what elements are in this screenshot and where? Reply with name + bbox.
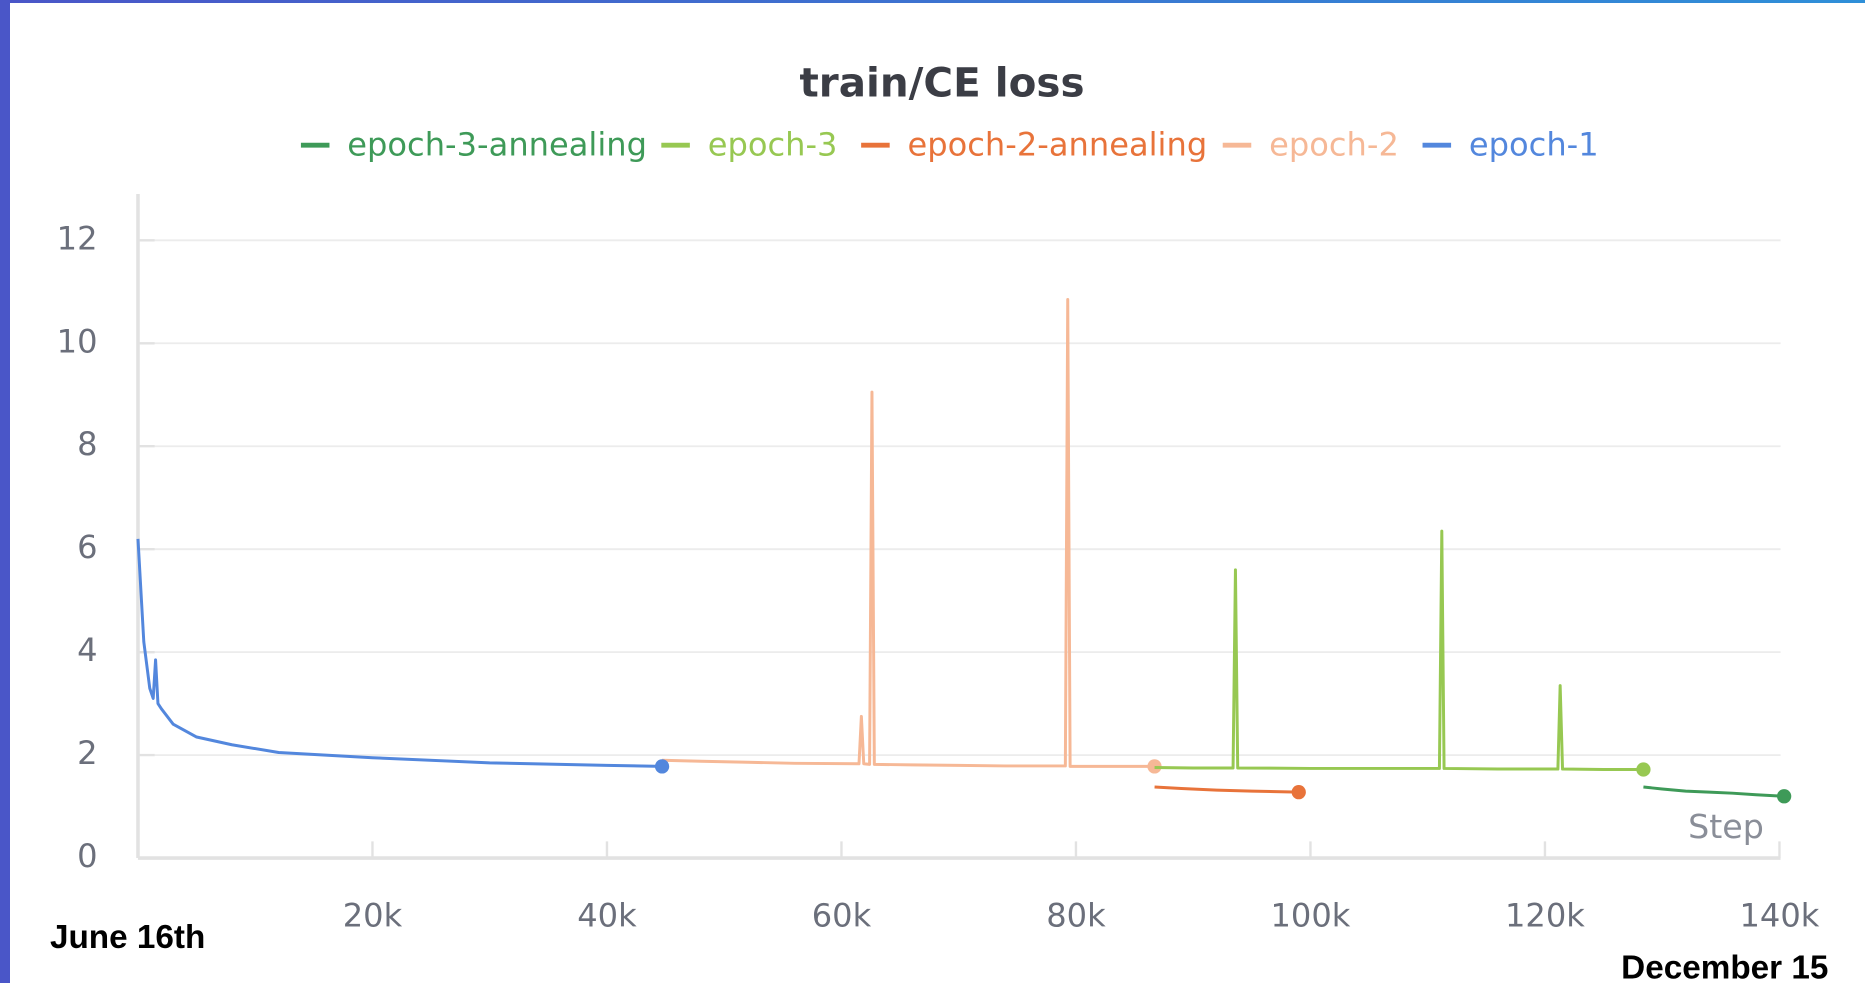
legend-label: epoch-1	[1469, 125, 1599, 163]
end-point	[654, 759, 670, 774]
panel	[10, 3, 1865, 983]
start-date: June 16th	[50, 919, 205, 956]
x-tick-label: 80k	[1046, 897, 1106, 935]
y-tick-label: 4	[77, 631, 97, 669]
x-tick-label: 140k	[1740, 897, 1820, 935]
series-line	[661, 298, 1155, 768]
y-tick-label: 2	[77, 734, 97, 772]
y-tick-label: 10	[57, 322, 98, 360]
end-date: December 15	[1621, 950, 1828, 983]
x-axis-label: Step	[1688, 807, 1764, 846]
x-tick-label: 120k	[1505, 897, 1585, 935]
legend-label: epoch-2	[1269, 125, 1399, 163]
end-point	[1147, 759, 1162, 774]
series-line	[136, 538, 663, 768]
y-tick-label: 8	[77, 425, 97, 463]
series-line	[1154, 529, 1644, 771]
x-tick-label: 100k	[1271, 897, 1351, 935]
series-line	[1643, 785, 1785, 798]
y-tick-label: 6	[77, 528, 97, 566]
y-tick-label: 12	[57, 219, 98, 257]
end-point	[1291, 785, 1306, 800]
x-tick-label: 40k	[577, 897, 637, 935]
chart-title: train/CE loss	[799, 59, 1084, 107]
legend-label: epoch-3	[708, 125, 838, 163]
x-tick-label: 60k	[812, 897, 872, 935]
series-line	[1154, 785, 1299, 794]
legend-label: epoch-3-annealing	[347, 125, 647, 163]
legend-label: epoch-2-annealing	[908, 125, 1208, 163]
end-point	[1636, 762, 1651, 777]
x-tick-label: 20k	[343, 897, 403, 935]
y-tick-label: 0	[77, 837, 97, 875]
end-point	[1777, 789, 1792, 804]
